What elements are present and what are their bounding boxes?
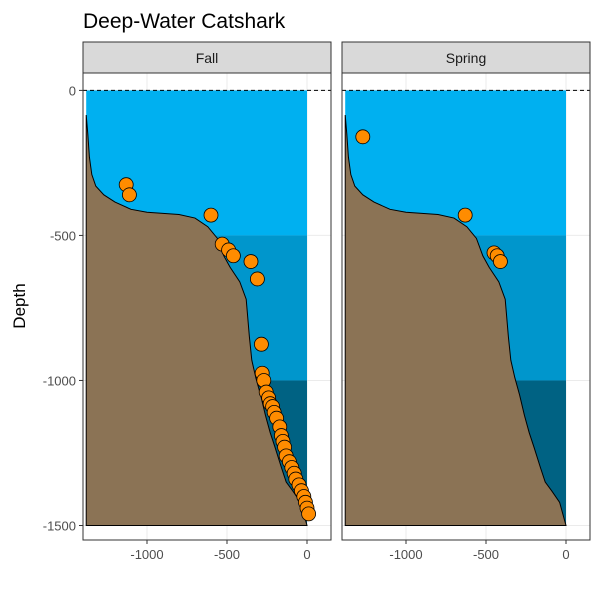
facet-strip-fall xyxy=(82,41,332,74)
chart-title: Deep-Water Catshark xyxy=(83,10,286,33)
points-fall xyxy=(118,177,317,522)
y-tick-label: -1000 xyxy=(43,373,76,388)
data-point xyxy=(121,187,137,203)
y-axis: 0 -500 -1000 -1500 xyxy=(43,83,83,533)
data-point xyxy=(457,207,473,223)
x-tick-label: -1000 xyxy=(389,547,422,562)
x-axis-spring: -1000 -500 0 xyxy=(389,540,570,562)
seabed-spring xyxy=(344,115,567,526)
x-tick-label: -1000 xyxy=(130,547,163,562)
seabed-fall xyxy=(85,115,308,526)
y-axis-title: Depth xyxy=(10,283,29,328)
x-axis-fall: -1000 -500 0 xyxy=(130,540,311,562)
facet-label-spring: Spring xyxy=(446,50,486,66)
data-point xyxy=(355,129,371,145)
data-point xyxy=(225,248,241,264)
data-point xyxy=(301,506,317,522)
data-point xyxy=(253,336,269,352)
x-tick-label: -500 xyxy=(214,547,240,562)
data-point xyxy=(249,271,265,287)
x-tick-label: 0 xyxy=(562,547,569,562)
facet-panel-fall: Fall xyxy=(82,41,332,541)
facet-label-fall: Fall xyxy=(196,50,219,66)
facet-panel-spring: Spring xyxy=(341,41,591,541)
data-point xyxy=(492,254,508,269)
panel-border-spring xyxy=(341,72,591,541)
x-tick-label: -500 xyxy=(473,547,499,562)
data-point xyxy=(243,254,259,269)
y-tick-label: -1500 xyxy=(43,518,76,533)
x-tick-label: 0 xyxy=(303,547,310,562)
y-tick-label: -500 xyxy=(50,228,76,243)
data-point xyxy=(203,207,219,223)
facet-strip-spring xyxy=(341,41,591,74)
points-spring xyxy=(355,129,508,269)
y-tick-label: 0 xyxy=(69,83,76,98)
panel-border-fall xyxy=(82,72,332,541)
